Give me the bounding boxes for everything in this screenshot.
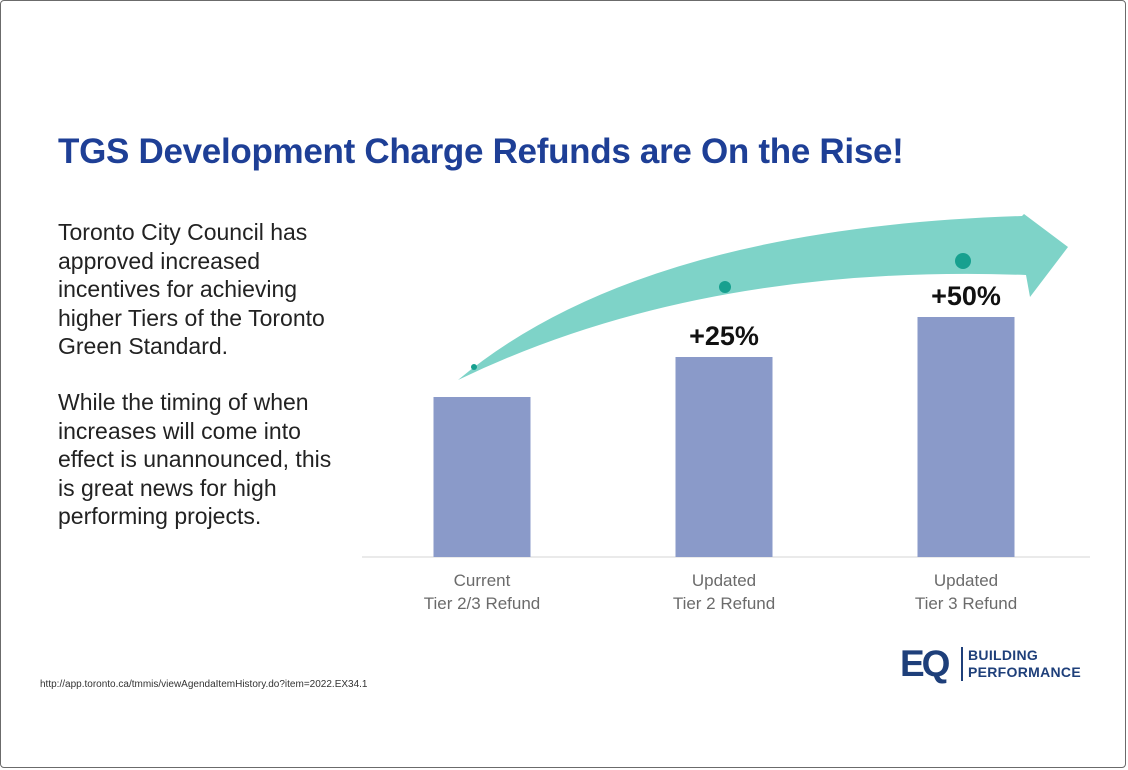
category-label-2-line-1: Updated [692,571,756,590]
detail-paragraph: While the timing of when increases will … [58,389,332,529]
category-label-3-line-2: Tier 3 Refund [915,594,1017,613]
arrow-dot-2 [719,281,731,293]
logo-line-building: BUILDING [968,647,1039,663]
category-label-3-line-1: Updated [934,571,998,590]
category-label-1-line-1: Current [454,571,511,590]
rising-arrow [458,214,1068,380]
bar-3 [917,317,1015,557]
arrow-dot-3 [955,253,971,269]
data-label-3: +50% [931,281,1001,311]
slide-title: TGS Development Charge Refunds are On th… [58,132,904,171]
labels-group: Current Tier 2/3 Refund +25% Updated Tier 2 … [424,281,1017,613]
source-link[interactable]: http://app.toronto.ca/tmmis/viewAgendaIt… [40,679,368,690]
bars-group [433,317,1015,557]
arrow-dots-group [471,253,971,370]
intro-paragraph: Toronto City Council has approved increa… [58,219,325,359]
bar-1 [433,397,531,557]
category-label-2-line-2: Tier 2 Refund [673,594,775,613]
category-label-1-line-2: Tier 2/3 Refund [424,594,541,613]
bar-2 [675,357,773,557]
arrow-dot-1 [471,364,477,370]
logo-mark: EQ [900,643,950,684]
logo-line-performance: PERFORMANCE [968,664,1081,680]
data-label-2: +25% [689,321,759,351]
logo-divider [961,647,963,681]
